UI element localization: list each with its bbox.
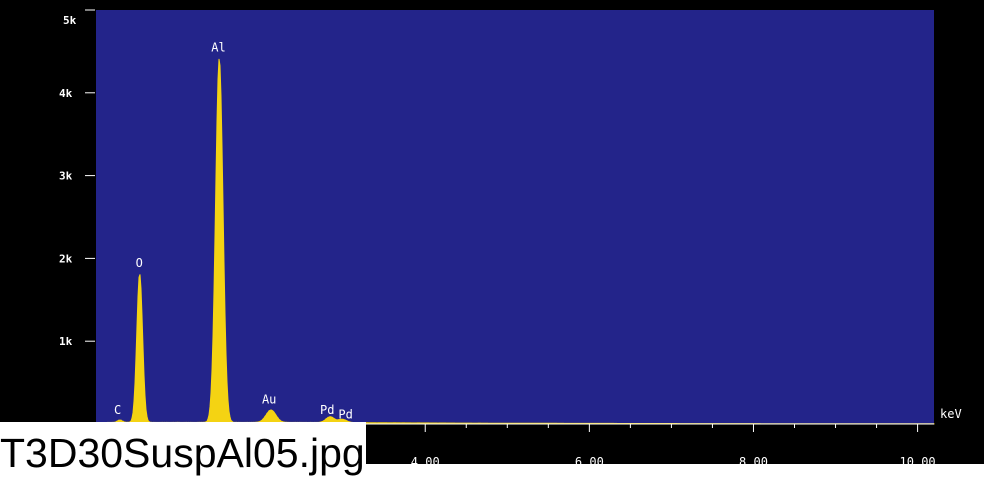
y-axis-strip [12,10,96,424]
y-tick-label: 4k [59,87,73,100]
x-tick-label: 10.00 [900,455,936,469]
peak-labels: C O Al Au Pd Pd [114,41,353,422]
y-axis-ticks: 1k 2k 3k 4k 5k [59,9,95,348]
peak-label-pd: Pd [320,403,334,417]
peak-label-pd: Pd [338,408,352,422]
peak-label-al: Al [211,41,225,55]
y-tick-label: 2k [59,252,73,265]
y-tick-label: 3k [59,170,73,183]
x-tick-label: 8.00 [739,455,768,469]
plot-area [12,10,934,424]
peak-label-au: Au [262,393,276,407]
peak-label-c: C [114,403,121,417]
y-tick-label: 5k [63,14,77,27]
x-axis-ticks: 4.00 6.00 8.00 10.00 [411,424,936,469]
y-tick-label: 1k [59,335,73,348]
peak-label-o: O [136,256,143,270]
filename-caption: T3D30SuspAl05.jpg [0,422,366,484]
x-tick-label: 4.00 [411,455,440,469]
x-tick-label: 6.00 [575,455,604,469]
x-axis-unit-label: keV [940,407,962,421]
